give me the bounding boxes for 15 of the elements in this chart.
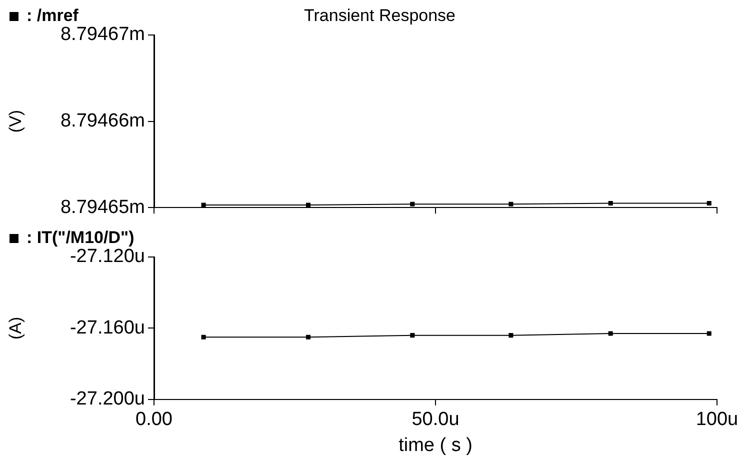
y-tick-label: -27.200u — [70, 388, 145, 410]
legend-label: : IT("/M10/D") — [26, 228, 134, 248]
x-tick-label: 50.0u — [412, 409, 460, 430]
y-axis-title: (A) — [6, 316, 25, 340]
x-tick-label: 100u — [696, 409, 738, 430]
chart-title: Transient Response — [304, 6, 456, 26]
y-tick-label: 8.79467m — [60, 24, 145, 46]
y-tick-label: 8.79466m — [60, 110, 145, 132]
x-tick-label: 0.00 — [136, 409, 172, 430]
y-tick-label: 8.79465m — [60, 196, 145, 218]
legend-label: : /mref — [26, 6, 79, 26]
x-axis-title: time ( s ) — [398, 434, 472, 456]
y-tick-label: -27.160u — [70, 317, 145, 338]
y-axis-title: (V) — [6, 110, 25, 133]
y-tick-label: -27.120u — [70, 246, 145, 268]
